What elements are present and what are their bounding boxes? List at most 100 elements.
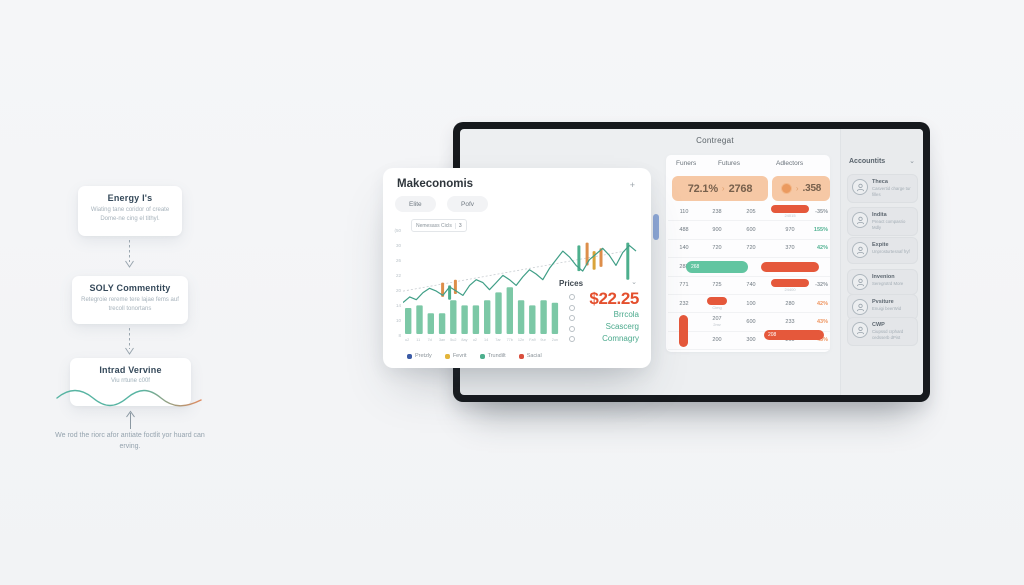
tab-pofv[interactable]: Pofv xyxy=(447,196,489,212)
table-cell: 43% xyxy=(816,319,828,326)
table-cell: 488 xyxy=(679,227,689,234)
legend-item[interactable]: Pretzly xyxy=(407,353,432,359)
x-tick: 5u2 xyxy=(450,338,457,342)
table-cell: 42% xyxy=(816,245,828,252)
table-cell: 771 xyxy=(679,282,689,289)
account-title: Indita xyxy=(872,212,887,218)
table-cell: 207 2mv xyxy=(712,316,722,328)
add-icon[interactable]: + xyxy=(629,180,635,190)
card-title: Makeconomis xyxy=(397,178,474,190)
table-cell: 110 xyxy=(679,208,689,215)
summary-value: .358 xyxy=(802,183,822,194)
table-cell: 205 xyxy=(746,208,756,215)
table-cell: 300 xyxy=(746,337,756,344)
account-card-cwp[interactable]: CWP Ciupssd crphard cedsserb dPist xyxy=(847,317,918,347)
table-row[interactable]: 207 2mv 600 233 208 43% xyxy=(668,313,830,341)
account-card-expite[interactable]: Expite Unprosturtesnaf fryf xyxy=(847,237,918,264)
chart-legend: Pretzly Fevrit Trundilt Sacial xyxy=(407,353,542,359)
flow-step-body: Wiating tane coridor of create Dome-ne c… xyxy=(90,207,170,223)
chevron-right-icon: › xyxy=(721,184,725,193)
x-tick: Fa9 xyxy=(529,338,536,342)
flow-caption: We rod the riorc afor antiate foctlit yo… xyxy=(55,432,205,451)
arrow-down-icon xyxy=(125,240,134,268)
analytics-card: Makeconomis + Elite Pofv Nemesass Cicls … xyxy=(383,168,651,368)
radio-icon[interactable] xyxy=(569,294,575,300)
x-tick: 77b xyxy=(506,338,513,342)
table-cell: 740 xyxy=(746,282,756,289)
x-tick: 7d xyxy=(427,338,432,342)
table-row[interactable]: 200 300 260 45% xyxy=(668,332,830,351)
price-line-item[interactable]: Scascerg xyxy=(605,322,639,331)
price-line-item[interactable]: Comnagry xyxy=(602,334,639,343)
table-cell: 24400 xyxy=(768,278,812,292)
table-row[interactable]: 288 268 xyxy=(668,258,830,277)
legend-item[interactable]: Trundilt xyxy=(479,353,506,359)
accounts-sidebar: Accountits ⌄ Theca Casvertid charge tur f… xyxy=(840,129,923,395)
table-row[interactable]: 488 900 600 970 155% xyxy=(668,221,830,240)
table-cell: 24015 xyxy=(768,205,812,218)
chevron-down-icon[interactable]: ⌄ xyxy=(631,279,637,286)
table-cell: 45% xyxy=(816,337,828,344)
table-cell: 200 xyxy=(712,337,722,344)
table-cell: 600 xyxy=(746,319,756,326)
face-icon xyxy=(852,212,868,228)
table-cell: 720 xyxy=(712,245,722,252)
table-cell: 232 xyxy=(679,300,689,307)
account-title: CWP xyxy=(872,322,885,328)
table-cell: 900 xyxy=(712,227,722,234)
legend-dot-icon xyxy=(479,353,485,359)
x-tick: 12n xyxy=(517,338,525,342)
account-card-theca[interactable]: Theca Casvertid charge tur filles xyxy=(847,174,918,204)
account-card-indita[interactable]: Indita Preact compasrio Mdly xyxy=(847,207,918,237)
price-chart xyxy=(402,224,638,338)
radio-icon[interactable] xyxy=(569,336,575,342)
table-cell xyxy=(761,261,819,272)
x-tick: 3an xyxy=(438,338,446,342)
cycle-dropdown[interactable]: Nemesass Cicls 3 xyxy=(411,219,467,232)
summary-value: 2768 xyxy=(728,182,753,195)
table-row[interactable]: 771 725 740 24400 -32% xyxy=(668,277,830,295)
account-card-invenion[interactable]: Invenion Seregrotrd More xyxy=(847,269,918,295)
chevron-down-icon[interactable]: ⌄ xyxy=(909,158,915,165)
scroll-indicator[interactable] xyxy=(653,214,659,240)
account-card-pvsiture[interactable]: Pvsiture Enuigi beerWid xyxy=(847,294,918,320)
smile-icon xyxy=(852,299,868,315)
x-tick: 8ay xyxy=(461,338,468,342)
y-tick: 26 xyxy=(395,258,401,263)
accounts-header: Accountits xyxy=(849,158,886,165)
table-row[interactable]: 232 Cimg 100 280 42% xyxy=(668,295,830,314)
summary-cell-primary[interactable]: 72.1% › 2768 xyxy=(672,176,768,201)
col-header-adlectors: Adlectors xyxy=(776,160,804,167)
flow-step-energy: Energy I's Wiating tane coridor of creat… xyxy=(78,186,182,236)
table-row[interactable]: 140 720 720 370 42% xyxy=(668,240,830,259)
radio-icon[interactable] xyxy=(569,325,575,332)
col-header-funers: Funers xyxy=(676,160,697,167)
y-tick: 30 xyxy=(395,243,401,248)
legend-label: Pretzly xyxy=(415,353,432,359)
y-tick: 22 xyxy=(395,273,401,278)
y-tick: 20 xyxy=(395,288,401,293)
y-tick: 14 xyxy=(395,303,401,308)
wave-line xyxy=(56,389,202,407)
price-line-item[interactable]: Brrcola xyxy=(613,310,639,319)
table-cell: 288 xyxy=(679,263,689,270)
y-tick: 10 xyxy=(395,318,401,323)
tab-elite[interactable]: Elite xyxy=(395,196,436,212)
y-tick: 8 xyxy=(398,333,401,338)
account-sub: Seregrotrd More xyxy=(872,281,904,287)
legend-item[interactable]: Sacial xyxy=(518,353,542,359)
bar-indicator xyxy=(761,261,819,272)
x-tick: 14 xyxy=(484,338,489,342)
flow-step-title: Intrad Vervine xyxy=(99,365,162,375)
legend-label: Trundilt xyxy=(487,353,506,359)
legend-item[interactable]: Fevrit xyxy=(444,353,467,359)
table-cell: 370 xyxy=(785,245,795,252)
table-row[interactable]: 110 238 205 24015 -35% xyxy=(668,203,830,222)
account-title: Pvsiture xyxy=(872,299,894,305)
x-tick: 11 xyxy=(416,338,421,342)
radio-icon[interactable] xyxy=(569,304,575,311)
col-header-futures: Futures xyxy=(718,160,741,167)
summary-cell-secondary[interactable]: › .358 xyxy=(772,176,830,201)
legend-dot-icon xyxy=(518,353,524,359)
radio-icon[interactable] xyxy=(569,315,575,321)
